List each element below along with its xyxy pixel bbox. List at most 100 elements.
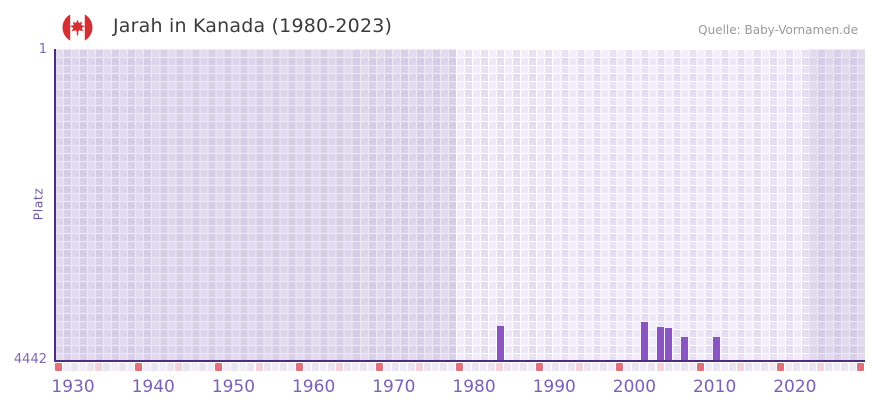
ruler-cell	[103, 363, 111, 371]
ruler-cell	[528, 363, 536, 371]
ruler-cell	[568, 363, 576, 371]
ruler-cell	[311, 363, 319, 371]
ruler-cell	[688, 363, 696, 371]
ruler-cell	[247, 363, 255, 371]
ruler-cell	[87, 363, 95, 371]
ruler-cell	[319, 363, 327, 371]
ruler-cell	[127, 363, 135, 371]
ruler-cell	[752, 363, 760, 371]
ruler-cell	[295, 363, 303, 371]
ruler-cell	[431, 363, 439, 371]
ruler-cell	[151, 363, 159, 371]
ruler-cell	[857, 363, 864, 371]
ruler-cell	[159, 363, 167, 371]
bar-2010[interactable]	[713, 336, 721, 360]
y-axis-line	[54, 49, 56, 362]
ruler-cell	[383, 363, 391, 371]
ruler-cell	[640, 363, 648, 371]
ruler-cell	[824, 363, 832, 371]
ruler-cell	[231, 363, 239, 371]
shade-band-right	[808, 49, 865, 360]
plot-area	[55, 49, 865, 360]
ruler-cell	[423, 363, 431, 371]
x-tick-1940: 1940	[131, 377, 175, 397]
ruler-cell	[696, 363, 704, 371]
ruler-cell	[792, 363, 800, 371]
ruler-cell	[768, 363, 776, 371]
ruler-cell	[488, 363, 496, 371]
ruler-cell	[848, 363, 856, 371]
ruler-cell	[199, 363, 207, 371]
ruler-cell	[712, 363, 720, 371]
ruler-cell	[808, 363, 816, 371]
y-axis-title-text: Platz	[30, 187, 46, 221]
ruler-cell	[776, 363, 784, 371]
bar-2003[interactable]	[657, 326, 665, 360]
ruler-cell	[343, 363, 351, 371]
ruler-cell	[560, 363, 568, 371]
x-tick-2000: 2000	[612, 377, 657, 397]
ruler-cell	[744, 363, 752, 371]
maple-leaf-icon	[70, 19, 85, 36]
ruler-cell	[576, 363, 584, 371]
ruler-cell	[71, 363, 79, 371]
ruler-cell	[95, 363, 103, 371]
ruler-cell	[816, 363, 824, 371]
ruler-cell	[399, 363, 407, 371]
ruler-cell	[680, 363, 688, 371]
ruler-cell	[135, 363, 143, 371]
source-credit: Quelle: Baby-Vornamen.de	[698, 23, 858, 37]
canada-flag-icon	[62, 12, 93, 43]
ruler-cell	[175, 363, 183, 371]
bar-2001[interactable]	[640, 321, 649, 360]
ruler-cell	[584, 363, 592, 371]
ruler-cell	[600, 363, 608, 371]
ruler-cell	[616, 363, 624, 371]
bar-1983[interactable]	[496, 326, 504, 360]
ruler-cell	[303, 363, 311, 371]
ruler-cell	[263, 363, 271, 371]
ruler-cell	[271, 363, 279, 371]
ruler-cell	[223, 363, 231, 371]
ruler-cell	[143, 363, 151, 371]
ruler-cell	[215, 363, 223, 371]
shade-band-left	[55, 49, 456, 360]
ruler-cell	[287, 363, 295, 371]
ruler-cell	[480, 363, 488, 371]
ruler-cell	[840, 363, 848, 371]
ruler-cell	[391, 363, 399, 371]
ruler-cell	[736, 363, 744, 371]
x-tick-1980: 1980	[452, 377, 496, 397]
bar-2004[interactable]	[665, 327, 673, 360]
x-tick-1990: 1990	[532, 377, 576, 397]
ruler-cell	[464, 363, 472, 371]
x-axis-line	[54, 360, 865, 362]
ruler-cell	[608, 363, 616, 371]
y-axis-min-label: 4442	[13, 352, 47, 367]
ruler-cell	[760, 363, 768, 371]
ruler-cell	[720, 363, 728, 371]
ruler-cell	[648, 363, 656, 371]
ruler-cell	[167, 363, 175, 371]
ruler-cell	[191, 363, 199, 371]
ruler-cell	[592, 363, 600, 371]
bar-2006[interactable]	[681, 336, 689, 360]
ruler-cell	[472, 363, 480, 371]
ruler-cell	[407, 363, 415, 371]
ruler-cell	[239, 363, 247, 371]
ruler-cell	[55, 363, 62, 371]
x-tick-1960: 1960	[291, 377, 336, 397]
ruler-cell	[496, 363, 504, 371]
ruler-cell	[512, 363, 520, 371]
ruler-cell	[656, 363, 664, 371]
ruler-cell	[728, 363, 736, 371]
ruler-cell	[552, 363, 560, 371]
ruler-cell	[63, 363, 71, 371]
ruler-cell	[207, 363, 215, 371]
ruler-cell	[456, 363, 463, 371]
ruler-cell	[79, 363, 87, 371]
ruler-cell	[111, 363, 119, 371]
ruler-cell	[327, 363, 335, 371]
ruler-cell	[504, 363, 512, 371]
ruler-cell	[335, 363, 343, 371]
